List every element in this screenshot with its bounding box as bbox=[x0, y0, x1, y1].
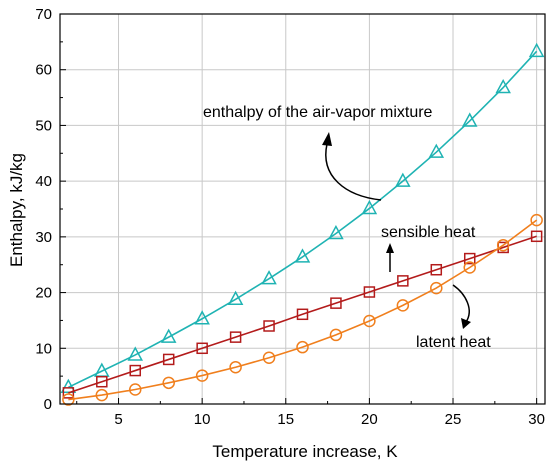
y-tick-label: 70 bbox=[35, 6, 52, 23]
data-point-square bbox=[430, 263, 443, 276]
data-point-square bbox=[363, 286, 376, 298]
data-point-triangle bbox=[528, 42, 545, 58]
data-point-circle bbox=[95, 388, 109, 402]
data-point-triangle bbox=[261, 270, 277, 285]
data-point-square bbox=[62, 387, 75, 399]
data-point-triangle bbox=[227, 290, 244, 306]
y-tick-label: 60 bbox=[35, 62, 52, 79]
data-point-triangle bbox=[294, 248, 311, 263]
annotation-mixture-arrowhead bbox=[322, 132, 332, 146]
y-tick-label: 40 bbox=[35, 173, 52, 190]
data-point-square bbox=[129, 364, 142, 377]
data-point-triangle bbox=[361, 199, 378, 215]
data-point-circle bbox=[262, 351, 276, 365]
annotation-sensible-arrowhead bbox=[386, 243, 394, 253]
x-tick-label: 5 bbox=[114, 411, 122, 428]
data-point-triangle bbox=[428, 143, 445, 158]
annotation-latent-arrowhead bbox=[461, 318, 471, 329]
data-point-triangle bbox=[328, 224, 344, 240]
data-point-circle bbox=[229, 360, 242, 374]
data-point-square bbox=[229, 331, 242, 343]
series-line bbox=[68, 50, 538, 389]
data-point-triangle bbox=[495, 78, 511, 94]
x-tick-label: 10 bbox=[194, 411, 211, 428]
series-circle bbox=[62, 213, 543, 406]
y-tick-label: 20 bbox=[35, 285, 52, 302]
data-point-circle bbox=[496, 238, 510, 252]
ticks: 5 10 15 20 25 30 0 10 20 30 40 50 60 70 bbox=[35, 6, 545, 428]
annotation-sensible: sensible heat bbox=[381, 224, 476, 241]
data-point-circle bbox=[296, 340, 309, 354]
annotation-mixture: enthalpy of the air-vapor mixture bbox=[203, 104, 433, 121]
data-point-square bbox=[162, 353, 175, 366]
data-point-circle bbox=[195, 369, 209, 382]
data-point-circle bbox=[329, 328, 343, 342]
series-line bbox=[68, 235, 537, 394]
data-point-circle bbox=[530, 213, 543, 227]
data-point-circle bbox=[363, 314, 376, 328]
data-point-square bbox=[463, 252, 476, 265]
data-point-circle bbox=[463, 261, 476, 274]
x-tick-label: 25 bbox=[445, 411, 462, 428]
grid bbox=[60, 14, 545, 404]
x-tick-label: 30 bbox=[528, 411, 545, 428]
data-point-square bbox=[196, 342, 208, 355]
y-tick-label: 0 bbox=[44, 396, 52, 413]
annotation-latent-arrow bbox=[452, 284, 470, 323]
x-axis-label: Temperature increase, K bbox=[212, 442, 398, 461]
data-point-triangle bbox=[94, 362, 110, 377]
data-point-circle bbox=[162, 376, 175, 390]
data-point-circle bbox=[62, 393, 75, 406]
y-tick-label: 50 bbox=[35, 117, 52, 134]
series-layer bbox=[60, 42, 545, 406]
annotation-mixture-arrow bbox=[325, 143, 382, 201]
data-point-square bbox=[330, 297, 342, 309]
data-point-triangle bbox=[194, 310, 210, 325]
data-point-triangle bbox=[127, 346, 144, 361]
data-point-circle bbox=[396, 299, 410, 312]
data-point-circle bbox=[129, 383, 142, 396]
data-point-triangle bbox=[395, 172, 411, 187]
x-tick-label: 15 bbox=[277, 411, 294, 428]
data-point-square bbox=[530, 230, 543, 243]
data-point-square bbox=[296, 308, 309, 321]
y-tick-label: 30 bbox=[35, 229, 52, 246]
data-point-square bbox=[397, 275, 409, 287]
y-axis-label: Enthalpy, kJ/kg bbox=[7, 153, 26, 267]
data-point-circle bbox=[430, 281, 443, 295]
data-point-square bbox=[263, 320, 275, 332]
data-point-square bbox=[96, 375, 108, 388]
y-tick-label: 10 bbox=[35, 340, 52, 357]
annotation-latent: latent heat bbox=[416, 334, 491, 351]
data-point-triangle bbox=[160, 328, 177, 343]
data-point-triangle bbox=[461, 112, 478, 127]
series-line bbox=[68, 219, 538, 401]
x-tick-label: 20 bbox=[361, 411, 378, 428]
